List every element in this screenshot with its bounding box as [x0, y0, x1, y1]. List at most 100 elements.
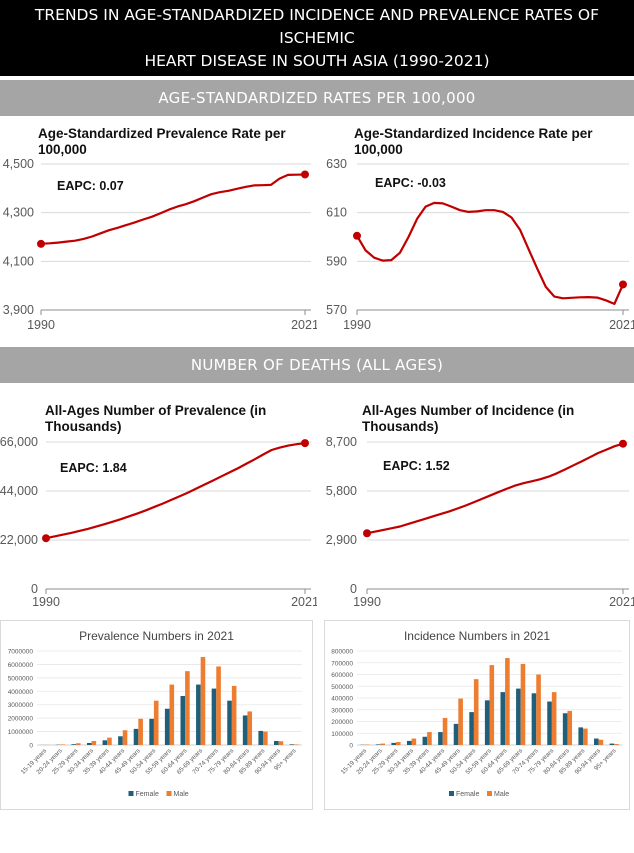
y-tick-label: 590 [326, 254, 347, 268]
prevalence-number-chart: 0 22,000 44,000 66,000 1990 2021 [0, 435, 317, 609]
incidence-number-title: All-Ages Number of Incidence (in Thousan… [362, 403, 575, 434]
y-tick-label: 3,900 [3, 303, 34, 317]
section-deaths-header: NUMBER OF DEATHS (ALL AGES) [0, 347, 634, 383]
bar-female [180, 695, 186, 745]
bar-male [231, 685, 237, 745]
incidence-rate-panel: Age-Standardized Incidence Rate per 100,… [317, 116, 634, 346]
bar-male [551, 692, 557, 745]
bar-male [567, 710, 573, 745]
y-tick-label: 2,900 [326, 533, 357, 547]
bar-male [60, 744, 65, 745]
y-tick-label: 4,300 [3, 206, 34, 220]
section-rates-header: AGE-STANDARDIZED RATES PER 100,000 [0, 80, 634, 116]
bar-female [118, 736, 123, 745]
bar-female [516, 688, 521, 745]
bar-female [547, 701, 552, 745]
bar-female [289, 744, 295, 745]
bar-female [531, 693, 537, 745]
bar-male [505, 658, 510, 745]
bar-male [411, 738, 417, 745]
series-line [45, 442, 306, 540]
bar-female [469, 712, 474, 745]
y-tick-label: 570 [326, 303, 347, 317]
y-tick-label: 0 [31, 582, 38, 596]
bar-female [274, 740, 279, 745]
legend-label-male: Male [494, 791, 509, 798]
legend-swatch-male [166, 791, 172, 796]
incidence-rate-title: Age-Standardized Incidence Rate per 100,… [354, 126, 593, 157]
incidence-bar-chart: 0 100000 200000 300000 400000 500000 600000 700… [331, 649, 622, 798]
y-tick-label: 630 [326, 157, 347, 171]
legend-swatch-female [128, 791, 134, 796]
bar-female [149, 718, 154, 745]
bar-male [263, 731, 268, 745]
end-point-marker [619, 280, 627, 289]
bar-male [598, 739, 604, 745]
bar-female [422, 736, 428, 745]
y-tick-label: 66,000 [0, 435, 38, 449]
incidence-rate-eapc: EAPC: -0.03 [375, 176, 446, 190]
prevalence-rate-eapc: EAPC: 0.07 [57, 179, 124, 193]
y-tick-label: 4,500 [3, 157, 34, 171]
y-tick-label: 44,000 [0, 484, 38, 498]
y-tick-label: 8,700 [326, 435, 357, 449]
y-tick-label: 7000000 [8, 649, 34, 656]
bar-female [227, 700, 232, 745]
bar-female [242, 715, 248, 745]
bar-male [169, 684, 175, 745]
y-tick-label: 500000 [331, 684, 353, 691]
bar-female [594, 738, 599, 745]
prevalence-number-panel: All-Ages Number of Prevalence (in Thousa… [0, 383, 317, 615]
y-tick-label: 3000000 [8, 702, 34, 709]
bar-male [395, 742, 401, 745]
start-point-marker [42, 534, 50, 543]
bar-male [75, 743, 81, 745]
prevalence-bar-panel: Prevalence Numbers in 2021 0 1000000 20000… [0, 620, 313, 810]
bar-male [427, 732, 432, 745]
bar-female [196, 684, 201, 745]
legend-swatch-male [487, 791, 492, 796]
start-point-marker [363, 529, 371, 538]
bar-male [107, 737, 112, 745]
bar-male [153, 700, 159, 745]
y-tick-label: 5000000 [8, 675, 34, 682]
prevalence-rate-panel: Age-Standardized Prevalence Rate per 100… [0, 116, 317, 346]
bar-male [294, 744, 299, 745]
x-tick-label: 2021 [291, 318, 317, 332]
bar-female [391, 742, 396, 745]
prevalence-bar-title: Prevalence Numbers in 2021 [79, 629, 234, 643]
bar-female [578, 727, 584, 745]
bar-female [164, 708, 170, 745]
x-tick-label: 2021 [609, 318, 634, 332]
bar-female [562, 713, 568, 745]
bar-male [380, 743, 385, 745]
prevalence-number-eapc: EAPC: 1.84 [60, 461, 127, 475]
bar-female [258, 730, 264, 745]
bar-female [484, 700, 490, 745]
y-tick-label: 200000 [331, 719, 353, 726]
bar-male [185, 671, 190, 745]
legend-swatch-female [449, 791, 454, 796]
end-point-marker [619, 439, 627, 448]
incidence-rate-chart: 570 590 610 630 1990 2021 [326, 157, 634, 332]
bar-male [200, 657, 206, 745]
y-tick-label: 400000 [331, 696, 353, 703]
page-title-line1: TRENDS IN AGE-STANDARDIZED INCIDENCE AND… [34, 5, 600, 47]
y-tick-label: 6000000 [8, 662, 34, 669]
y-tick-label: 22,000 [0, 533, 38, 547]
y-tick-label: 300000 [331, 707, 353, 714]
incidence-bar-title: Incidence Numbers in 2021 [403, 629, 551, 643]
x-tick-label: 2021 [609, 595, 634, 609]
bar-male [614, 744, 619, 745]
bar-male [122, 730, 128, 745]
incidence-number-eapc: EAPC: 1.52 [383, 459, 450, 473]
bar-male [138, 718, 143, 745]
start-point-marker [353, 231, 361, 240]
bar-female [406, 740, 412, 745]
y-tick-label: 0 [29, 743, 33, 750]
page-title-line2: HEART DISEASE IN SOUTH ASIA (1990-2021) [144, 51, 490, 70]
bar-male [216, 666, 221, 745]
start-point-marker [37, 239, 45, 248]
bar-male [583, 728, 588, 745]
prevalence-bar-chart: 0 1000000 2000000 3000000 4000000 5000000 6000… [8, 649, 302, 798]
